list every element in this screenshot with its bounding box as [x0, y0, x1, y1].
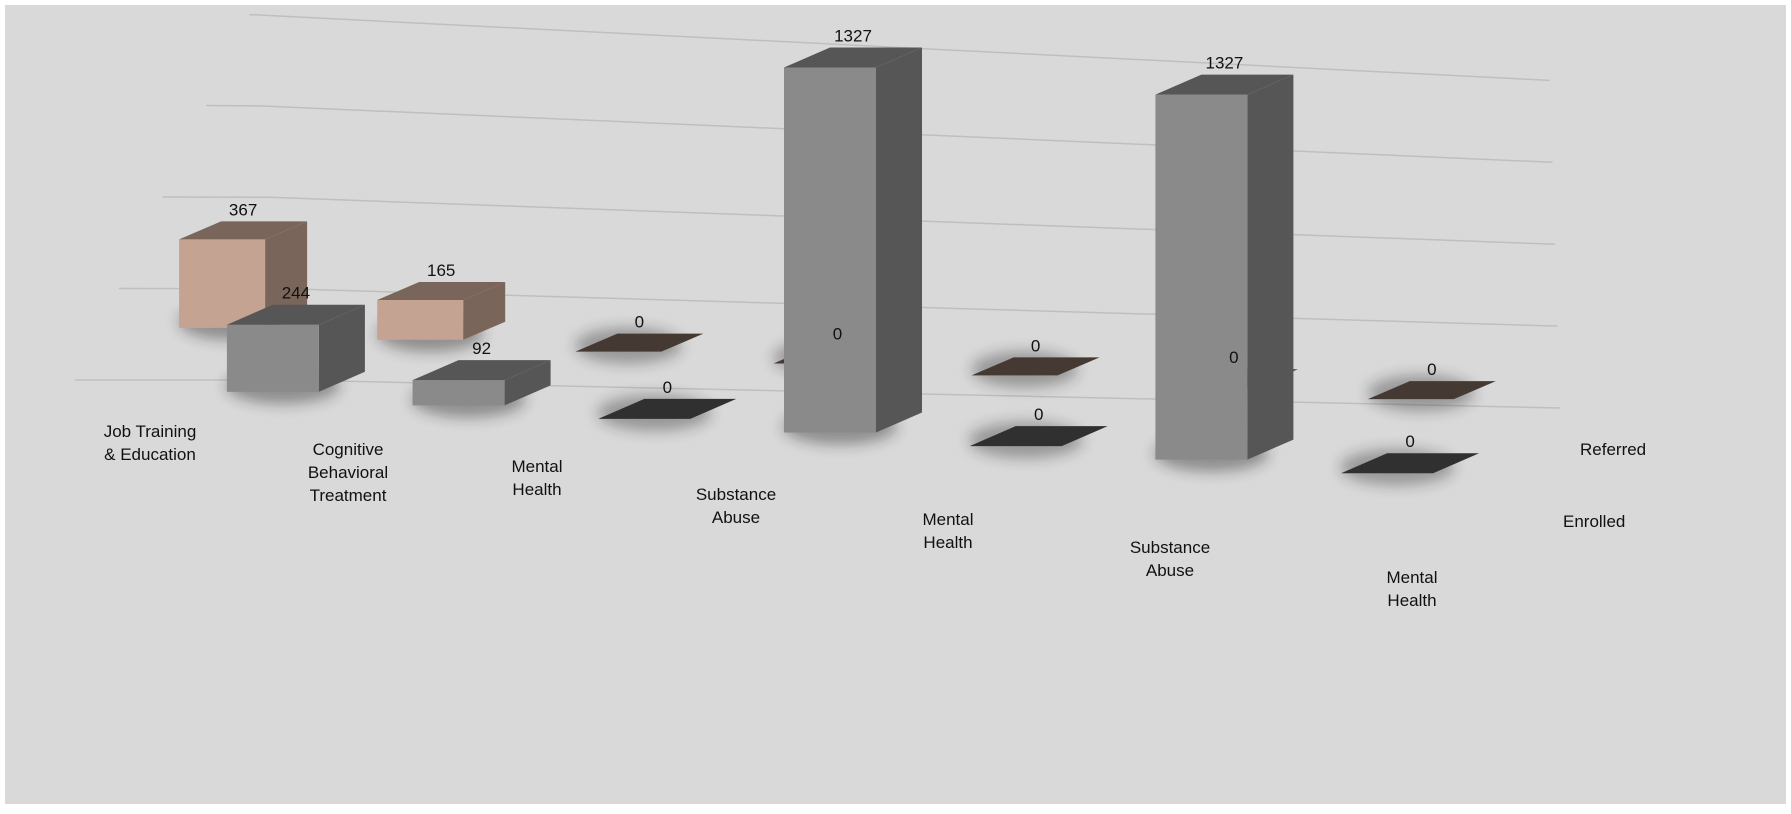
bar-side — [504, 360, 551, 406]
gridline — [162, 196, 1556, 245]
bar-side — [265, 221, 308, 328]
bars — [178, 47, 1496, 486]
bar-top — [969, 426, 1108, 447]
gridline — [249, 13, 1551, 82]
gridline — [206, 104, 1553, 164]
bar-top — [377, 282, 506, 300]
bar-top — [412, 360, 551, 381]
data-label: 0 — [1229, 348, 1238, 367]
bar-front — [377, 300, 464, 340]
labels: 367 165 0 0 0 0 0 244 92 0 1327 0 1327 0 Job Training &… — [104, 27, 1646, 611]
bar-top — [226, 304, 365, 325]
data-label: 244 — [282, 284, 310, 303]
bar-side — [318, 304, 365, 392]
data-label: 0 — [1034, 405, 1043, 424]
bar-front — [179, 239, 266, 328]
category-label: Mental Health — [922, 510, 973, 552]
category-label: Substance Abuse — [1130, 538, 1210, 580]
data-label: 0 — [663, 378, 672, 397]
bar-referred-6 — [1367, 375, 1496, 412]
bar-referred-0 — [178, 221, 308, 340]
bar-top — [575, 333, 704, 352]
bar-enrolled-6 — [1340, 449, 1480, 486]
category-label: Mental Health — [511, 457, 562, 499]
bar-side — [1247, 74, 1294, 460]
data-label: 0 — [1405, 432, 1414, 451]
bar-front — [1155, 94, 1248, 460]
bar-top — [1341, 453, 1480, 474]
bar-enrolled-4 — [968, 422, 1108, 459]
bar-enrolled-2 — [597, 394, 737, 431]
bar-enrolled-3 — [782, 47, 922, 445]
category-label: Job Training & Education — [104, 422, 197, 464]
data-label: 165 — [427, 261, 455, 280]
bar-top — [598, 398, 737, 419]
series-label-referred: Referred — [1580, 440, 1646, 459]
bar-enrolled-0 — [225, 304, 365, 404]
bar-top — [1155, 74, 1294, 95]
bar-referred-4 — [971, 351, 1100, 388]
bar-front — [784, 67, 876, 433]
category-label: Cognitive Behavioral Treatment — [308, 440, 388, 505]
data-label: 367 — [229, 200, 257, 219]
data-label: 92 — [472, 339, 491, 358]
bar-enrolled-5 — [1154, 74, 1294, 472]
data-label: 1327 — [834, 27, 872, 46]
bar-top — [784, 47, 922, 68]
data-label: 0 — [833, 325, 842, 344]
bar-top — [971, 357, 1100, 376]
bar-referred-2 — [575, 327, 704, 364]
bar-referred-1 — [376, 282, 506, 352]
bar-enrolled-1 — [411, 360, 551, 418]
series-label-enrolled: Enrolled — [1563, 512, 1625, 531]
bar-side — [876, 47, 922, 433]
data-label: 1327 — [1205, 54, 1243, 73]
category-label: Substance Abuse — [696, 485, 776, 527]
data-label: 0 — [1031, 336, 1040, 355]
data-label: 0 — [635, 313, 644, 332]
bar-front — [226, 324, 319, 392]
bar-front — [412, 380, 505, 406]
bar-top — [179, 221, 308, 240]
data-label: 0 — [1427, 360, 1436, 379]
bar-top — [1367, 381, 1496, 400]
bar-side — [463, 282, 506, 340]
category-label: Mental Health — [1386, 568, 1437, 610]
